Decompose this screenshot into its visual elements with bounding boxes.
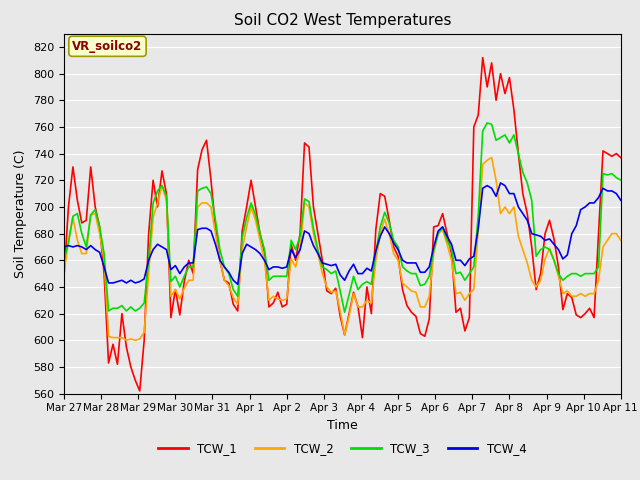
TCW_1 bbox=[328, 291, 335, 297]
TCW_4 bbox=[234, 281, 241, 287]
TCW_2 bbox=[488, 155, 495, 160]
TCW_2 bbox=[60, 271, 68, 276]
TCW_2 bbox=[96, 231, 104, 237]
TCW_4 bbox=[617, 197, 625, 203]
TCW_2 bbox=[328, 289, 335, 295]
TCW_3 bbox=[60, 257, 68, 263]
TCW_1 bbox=[617, 155, 625, 160]
X-axis label: Time: Time bbox=[327, 419, 358, 432]
Line: TCW_1: TCW_1 bbox=[64, 58, 621, 391]
Line: TCW_3: TCW_3 bbox=[64, 123, 621, 312]
Text: VR_soilco2: VR_soilco2 bbox=[72, 40, 143, 53]
Line: TCW_2: TCW_2 bbox=[64, 157, 621, 340]
TCW_1 bbox=[136, 388, 143, 394]
Legend: TCW_1, TCW_2, TCW_3, TCW_4: TCW_1, TCW_2, TCW_3, TCW_4 bbox=[154, 437, 531, 460]
TCW_4 bbox=[408, 260, 415, 266]
TCW_1 bbox=[394, 253, 402, 259]
TCW_1 bbox=[207, 178, 215, 183]
TCW_3 bbox=[96, 224, 104, 230]
TCW_4 bbox=[60, 244, 68, 250]
TCW_1 bbox=[435, 223, 442, 228]
TCW_3 bbox=[340, 310, 348, 315]
TCW_3 bbox=[408, 271, 415, 276]
TCW_2 bbox=[394, 257, 402, 263]
TCW_3 bbox=[435, 231, 442, 237]
TCW_3 bbox=[617, 178, 625, 183]
TCW_2 bbox=[207, 204, 215, 210]
Y-axis label: Soil Temperature (C): Soil Temperature (C) bbox=[15, 149, 28, 278]
TCW_4 bbox=[394, 247, 402, 252]
TCW_1 bbox=[408, 310, 415, 315]
TCW_4 bbox=[328, 263, 335, 268]
TCW_2 bbox=[617, 238, 625, 243]
TCW_1 bbox=[96, 224, 104, 230]
TCW_4 bbox=[435, 228, 442, 234]
TCW_3 bbox=[323, 267, 331, 273]
Line: TCW_4: TCW_4 bbox=[64, 183, 621, 284]
TCW_3 bbox=[483, 120, 491, 126]
TCW_2 bbox=[408, 288, 415, 294]
Title: Soil CO2 West Temperatures: Soil CO2 West Temperatures bbox=[234, 13, 451, 28]
TCW_2 bbox=[435, 231, 442, 237]
TCW_4 bbox=[203, 226, 211, 231]
TCW_4 bbox=[497, 180, 504, 186]
TCW_1 bbox=[479, 55, 486, 60]
TCW_3 bbox=[203, 184, 211, 190]
TCW_3 bbox=[394, 244, 402, 250]
TCW_1 bbox=[60, 274, 68, 279]
TCW_4 bbox=[96, 250, 104, 255]
TCW_2 bbox=[122, 337, 130, 343]
